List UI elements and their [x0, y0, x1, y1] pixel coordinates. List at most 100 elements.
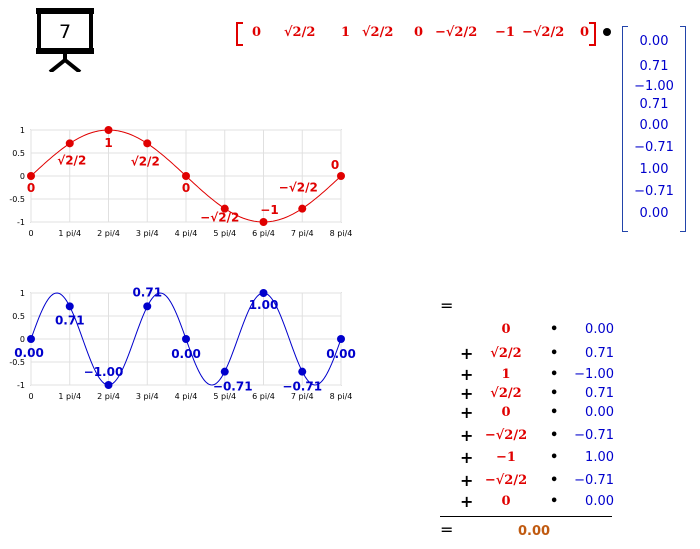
multiply-dot: • [550, 346, 559, 361]
y-tick-label: -0.5 [9, 195, 25, 204]
data-point [220, 367, 229, 376]
data-label: −1.00 [84, 365, 124, 379]
plus-sign: + [460, 448, 474, 467]
x-tick-label: 0 [28, 229, 33, 238]
column-vector: 0.00 0.71 −1.00 0.71 0.00 −0.71 1.00 −0.… [622, 26, 686, 232]
x-tick-label: 6 pi/4 [252, 229, 275, 238]
data-label: √2/2 [57, 153, 86, 167]
plus-sign: + [460, 365, 474, 384]
x-tick-label: 2 pi/4 [97, 229, 120, 238]
term-b: −1.00 [574, 367, 614, 382]
multiply-dot: • [550, 494, 559, 509]
data-label: 1 [104, 136, 112, 150]
column-entry: −0.71 [634, 140, 674, 155]
row-entry: −√2/2 [435, 25, 478, 40]
left-bracket [236, 22, 243, 46]
multiply-dot: • [550, 405, 559, 420]
plus-sign: + [460, 471, 474, 490]
data-label: 0.71 [132, 285, 162, 299]
term-a: −√2/2 [484, 473, 528, 488]
row-entry: √2/2 [362, 25, 394, 40]
x-tick-label: 7 pi/4 [291, 392, 314, 401]
data-label: 0.00 [171, 347, 201, 361]
x-tick-label: 4 pi/4 [175, 392, 198, 401]
data-point [104, 381, 113, 389]
term-b: −0.71 [574, 428, 614, 443]
sum-line [440, 516, 612, 517]
y-tick-label: -1 [17, 218, 25, 227]
plus-sign: + [460, 403, 474, 422]
x-tick-label: 7 pi/4 [291, 229, 314, 238]
column-entry: 0.71 [639, 97, 669, 112]
data-label: 0 [182, 181, 190, 195]
sine-3x-chart: 10.50-0.5-10 1 pi/4 2 pi/4 3 pi/4 4 pi/4 5 pi… [9, 285, 356, 401]
data-label: −0.71 [213, 380, 253, 394]
plus-sign: + [460, 492, 474, 511]
data-point [259, 289, 268, 297]
column-entry: −1.00 [634, 79, 674, 94]
row-entry: −1 [495, 25, 515, 40]
term-a: 0 [501, 494, 511, 509]
data-point [65, 302, 74, 311]
x-tick-label: 0 [28, 392, 33, 401]
data-label: 0 [331, 158, 339, 172]
equals-sign: = [440, 296, 454, 315]
x-tick-label: 3 pi/4 [136, 392, 159, 401]
y-tick-label: 0.5 [12, 312, 25, 321]
data-point [143, 302, 152, 311]
y-tick-label: 1 [20, 289, 25, 298]
sum-result: 0.00 [518, 524, 551, 539]
x-tick-label: 5 pi/4 [213, 229, 236, 238]
x-tick-label: 8 pi/4 [330, 392, 353, 401]
x-tick-label: 3 pi/4 [136, 229, 159, 238]
multiply-dot: • [550, 367, 559, 382]
multiply-dot: • [550, 386, 559, 401]
data-point [27, 172, 35, 180]
column-entry: 0.00 [639, 34, 669, 49]
data-label: 1.00 [249, 298, 279, 312]
multiply-dot: • [550, 428, 559, 443]
term-a: −√2/2 [484, 428, 528, 443]
row-entry: 1 [341, 25, 351, 40]
multiply-dot: • [550, 473, 559, 488]
y-tick-label: 0 [20, 335, 25, 344]
multiply-dot: • [550, 450, 559, 465]
x-tick-label: 4 pi/4 [175, 229, 198, 238]
right-bracket [589, 22, 596, 46]
term-a: 0 [501, 405, 511, 420]
column-entry: −0.71 [634, 184, 674, 199]
data-point [337, 172, 345, 180]
x-tick-label: 2 pi/4 [97, 392, 120, 401]
sum-term-row: +1 • −1.00 [460, 365, 614, 387]
term-b: 0.00 [585, 405, 614, 420]
data-label: 0.00 [326, 347, 356, 361]
row-entry: 0 [414, 25, 424, 40]
column-entry: 0.71 [639, 59, 669, 74]
term-a: 1 [501, 367, 511, 382]
data-label: −0.71 [282, 380, 322, 394]
row-entry: √2/2 [284, 25, 316, 40]
y-tick-label: -1 [17, 381, 25, 390]
term-b: 0.71 [585, 346, 614, 361]
term-b: −0.71 [574, 473, 614, 488]
y-tick-label: 0 [20, 172, 25, 181]
data-point [182, 335, 190, 343]
right-bracket [680, 26, 686, 232]
term-b: 0.71 [585, 386, 614, 401]
data-label: −√2/2 [279, 181, 318, 195]
left-bracket [622, 26, 628, 232]
data-point [65, 139, 74, 148]
data-label: −1 [260, 203, 278, 217]
equals-sign: = [440, 520, 454, 539]
term-b: 0.00 [585, 322, 614, 337]
dot-product-operator [603, 28, 611, 36]
data-label: 0 [27, 181, 35, 195]
y-tick-label: -0.5 [9, 358, 25, 367]
data-point [182, 172, 190, 180]
plus-sign: + [460, 344, 474, 363]
data-label: √2/2 [131, 154, 160, 168]
data-point [220, 204, 229, 213]
column-entry: 1.00 [639, 162, 669, 177]
term-a: √2/2 [490, 386, 522, 401]
sum-term-row: + −√2/2 • −0.71 [460, 426, 614, 448]
